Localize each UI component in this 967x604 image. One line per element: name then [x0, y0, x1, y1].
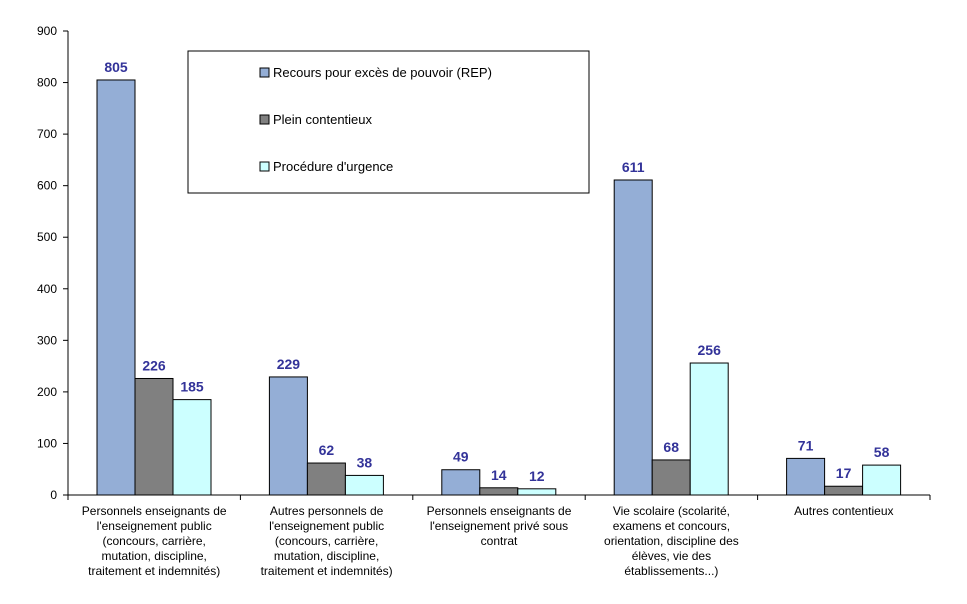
- data-label: 58: [874, 444, 890, 460]
- category-label-1: Personnels enseignants de l'enseignement …: [82, 504, 227, 578]
- data-label: 38: [357, 454, 373, 470]
- data-label: 68: [663, 439, 679, 455]
- bar-1-3: [441, 469, 481, 496]
- legend-swatch-1: [259, 67, 270, 78]
- data-label: 71: [798, 437, 814, 453]
- y-axis: 0 100 200 300 400 500 600 700 800 900: [37, 24, 69, 502]
- bar-2-1: [134, 377, 174, 496]
- data-label: 805: [104, 59, 128, 75]
- y-tick-label: 600: [37, 179, 57, 193]
- y-tick-label: 0: [50, 488, 57, 502]
- bar-3-1: [172, 399, 212, 496]
- bar-3-5: [862, 464, 902, 496]
- data-label: 611: [622, 159, 645, 175]
- bar-1-5: [786, 457, 826, 496]
- legend-label-1: Recours pour excès de pouvoir (REP): [273, 65, 492, 80]
- bar-2-2: [306, 462, 346, 496]
- bar-2-5: [824, 485, 864, 496]
- y-tick-label: 300: [37, 333, 57, 347]
- y-tick-label: 700: [37, 127, 57, 141]
- category-label-4: Vie scolaire (scolarité, examens et conco…: [604, 504, 739, 578]
- y-tick-label: 200: [37, 385, 57, 399]
- data-label: 226: [142, 357, 166, 373]
- legend-label-2: Plein contentieux: [273, 112, 373, 127]
- category-labels: Personnels enseignants de l'enseignement …: [82, 504, 894, 578]
- data-label: 17: [836, 465, 852, 481]
- data-label: 229: [277, 356, 301, 372]
- y-tick-label: 900: [37, 24, 57, 38]
- category-label-3: Personnels enseignants de l'enseignement …: [427, 504, 572, 548]
- bar-3-3: [517, 488, 557, 496]
- data-label: 185: [180, 379, 204, 395]
- data-label: 62: [319, 442, 335, 458]
- category-label-2: Autres personnels de l'enseignement publi…: [261, 504, 393, 578]
- bar-2-3: [479, 487, 519, 496]
- legend-swatch-3: [259, 161, 270, 172]
- data-labels: 805 226 185 229 62 38 49 14 12 611 68 256 71 17 58: [104, 59, 889, 484]
- legend: Recours pour excès de pouvoir (REP) Plein…: [187, 50, 590, 194]
- bar-1-4: [613, 179, 653, 496]
- data-label: 12: [529, 468, 545, 484]
- bar-1-1: [96, 79, 136, 496]
- legend-label-3: Procédure d'urgence: [273, 159, 393, 174]
- y-tick-label: 500: [37, 230, 57, 244]
- data-label: 49: [453, 449, 469, 465]
- bar-2-4: [651, 459, 691, 496]
- y-tick-label: 800: [37, 76, 57, 90]
- bars: [96, 79, 902, 496]
- bar-3-4: [689, 362, 729, 496]
- bar-3-2: [344, 474, 384, 496]
- legend-box: [187, 50, 590, 194]
- data-label: 256: [698, 342, 722, 358]
- bar-1-2: [268, 376, 308, 496]
- category-label-5: Autres contentieux: [794, 504, 893, 518]
- x-axis: [67, 494, 931, 500]
- y-tick-label: 100: [37, 436, 57, 450]
- data-label: 14: [491, 467, 507, 483]
- legend-swatch-2: [259, 114, 270, 125]
- y-tick-label: 400: [37, 282, 57, 296]
